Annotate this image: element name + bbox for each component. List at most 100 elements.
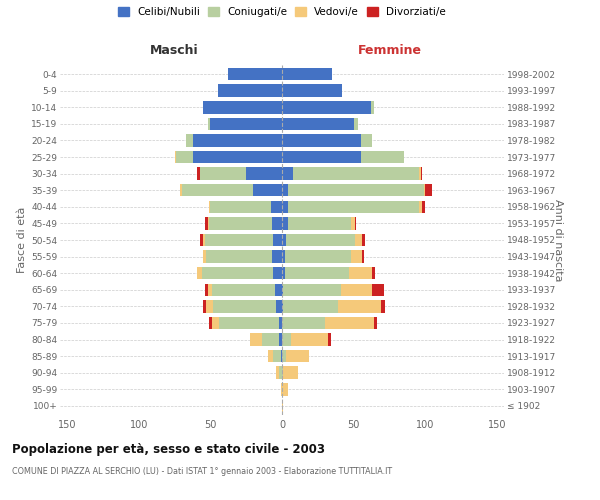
Bar: [349, 267, 372, 280]
Bar: [282, 383, 288, 396]
Bar: [209, 217, 272, 230]
Text: Femmine: Femmine: [358, 44, 421, 58]
Bar: [208, 118, 211, 130]
Y-axis label: Anni di nascita: Anni di nascita: [553, 198, 563, 281]
Bar: [209, 200, 211, 213]
Bar: [282, 334, 290, 345]
Bar: [282, 101, 371, 114]
Bar: [208, 217, 209, 230]
Legend: Celibi/Nubili, Coniugati/e, Vedovi/e, Divorziati/e: Celibi/Nubili, Coniugati/e, Vedovi/e, Di…: [116, 5, 448, 20]
Bar: [290, 334, 328, 345]
Bar: [200, 234, 203, 246]
Bar: [361, 151, 404, 164]
Bar: [193, 151, 282, 164]
Y-axis label: Fasce di età: Fasce di età: [17, 207, 27, 273]
Bar: [282, 217, 288, 230]
Bar: [276, 300, 282, 312]
Bar: [419, 168, 421, 180]
Bar: [203, 101, 282, 114]
Bar: [268, 350, 274, 362]
Bar: [282, 234, 286, 246]
Bar: [203, 300, 206, 312]
Bar: [272, 217, 282, 230]
Bar: [351, 250, 362, 263]
Bar: [186, 134, 193, 146]
Bar: [283, 284, 341, 296]
Bar: [288, 200, 419, 213]
Bar: [205, 234, 274, 246]
Text: COMUNE DI PIAZZA AL SERCHIO (LU) - Dati ISTAT 1° gennaio 2003 - Elaborazione TUT: COMUNE DI PIAZZA AL SERCHIO (LU) - Dati …: [12, 468, 392, 476]
Bar: [274, 234, 282, 246]
Bar: [288, 217, 351, 230]
Bar: [281, 383, 282, 396]
Bar: [422, 200, 425, 213]
Bar: [338, 300, 381, 312]
Bar: [206, 300, 213, 312]
Bar: [279, 316, 282, 329]
Bar: [282, 168, 293, 180]
Bar: [193, 134, 282, 146]
Text: Popolazione per età, sesso e stato civile - 2003: Popolazione per età, sesso e stato civil…: [12, 442, 325, 456]
Bar: [197, 267, 202, 280]
Bar: [182, 184, 253, 196]
Bar: [355, 234, 362, 246]
Bar: [288, 184, 424, 196]
Bar: [276, 366, 279, 379]
Bar: [293, 168, 419, 180]
Bar: [274, 267, 282, 280]
Bar: [425, 184, 433, 196]
Bar: [372, 267, 375, 280]
Bar: [246, 168, 282, 180]
Bar: [275, 284, 282, 296]
Bar: [381, 300, 385, 312]
Bar: [285, 267, 349, 280]
Bar: [218, 84, 282, 97]
Bar: [282, 284, 283, 296]
Bar: [282, 84, 342, 97]
Bar: [361, 134, 372, 146]
Bar: [212, 284, 275, 296]
Text: Maschi: Maschi: [150, 44, 199, 58]
Bar: [205, 217, 208, 230]
Bar: [362, 250, 364, 263]
Bar: [211, 200, 271, 213]
Bar: [286, 350, 309, 362]
Bar: [213, 300, 276, 312]
Bar: [250, 334, 262, 345]
Bar: [271, 200, 282, 213]
Bar: [282, 68, 332, 80]
Bar: [272, 250, 282, 263]
Bar: [212, 316, 219, 329]
Bar: [372, 284, 383, 296]
Bar: [282, 134, 361, 146]
Bar: [371, 101, 374, 114]
Bar: [374, 316, 377, 329]
Bar: [282, 350, 286, 362]
Bar: [211, 118, 282, 130]
Bar: [282, 267, 285, 280]
Bar: [351, 217, 355, 230]
Bar: [253, 184, 282, 196]
Bar: [282, 184, 288, 196]
Bar: [424, 184, 425, 196]
Bar: [282, 400, 283, 412]
Bar: [262, 334, 279, 345]
Bar: [282, 200, 288, 213]
Bar: [362, 234, 365, 246]
Bar: [206, 250, 272, 263]
Bar: [281, 350, 282, 362]
Bar: [208, 284, 212, 296]
Bar: [421, 168, 422, 180]
Bar: [285, 250, 351, 263]
Bar: [419, 200, 422, 213]
Bar: [279, 334, 282, 345]
Bar: [328, 334, 331, 345]
Bar: [203, 250, 206, 263]
Bar: [353, 118, 358, 130]
Bar: [227, 68, 282, 80]
Bar: [202, 267, 274, 280]
Bar: [209, 316, 212, 329]
Bar: [282, 151, 361, 164]
Bar: [203, 234, 205, 246]
Bar: [355, 217, 356, 230]
